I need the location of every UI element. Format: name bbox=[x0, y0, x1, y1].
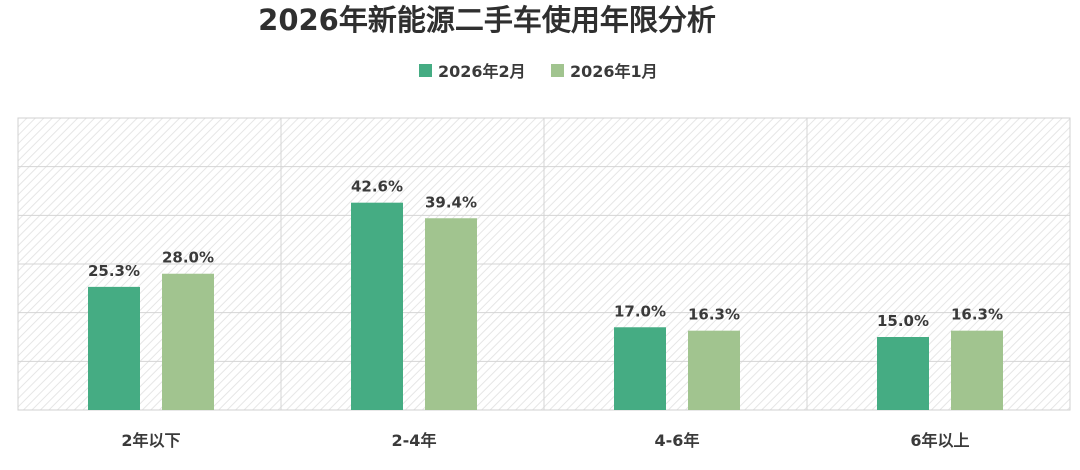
data-label-series-2-3: 16.3% bbox=[688, 306, 740, 324]
data-label-series-1-4: 15.0% bbox=[877, 312, 929, 330]
bar-series-2-1[interactable] bbox=[162, 273, 214, 410]
bar-series-1-3[interactable] bbox=[614, 327, 666, 410]
data-label-series-2-1: 28.0% bbox=[162, 249, 214, 267]
data-label-series-1-2: 42.6% bbox=[351, 178, 403, 196]
data-label-series-1-1: 25.3% bbox=[88, 262, 140, 280]
data-label-series-2-4: 16.3% bbox=[951, 306, 1003, 324]
legend-item-series-2[interactable]: 2026年1月 bbox=[551, 62, 658, 81]
x-axis-tick-labels: 2年以下 2-4年 4-6年 6年以上 bbox=[121, 431, 969, 450]
x-tick-label-3: 4-6年 bbox=[655, 431, 700, 450]
x-tick-label-2: 2-4年 bbox=[392, 431, 437, 450]
x-tick-label-1: 2年以下 bbox=[121, 431, 180, 450]
bar-series-1-2[interactable] bbox=[351, 202, 403, 410]
legend-swatch-series-2 bbox=[551, 64, 564, 77]
bar-series-2-2[interactable] bbox=[425, 218, 477, 410]
chart-title: 2026年新能源二手车使用年限分析 bbox=[258, 3, 716, 37]
legend-label-series-2: 2026年1月 bbox=[570, 62, 658, 81]
data-labels: 25.3% 28.0% 42.6% 39.4% 17.0% 16.3% 15.0% 16.3% bbox=[88, 178, 1003, 330]
bars bbox=[88, 202, 1003, 410]
legend-item-series-1[interactable]: 2026年2月 bbox=[419, 62, 526, 81]
bar-series-2-4[interactable] bbox=[951, 330, 1003, 410]
bar-series-1-1[interactable] bbox=[88, 286, 140, 410]
x-tick-label-4: 6年以上 bbox=[910, 431, 969, 450]
data-label-series-2-2: 39.4% bbox=[425, 193, 477, 211]
bar-series-1-4[interactable] bbox=[877, 337, 929, 410]
bar-series-2-3[interactable] bbox=[688, 330, 740, 410]
legend: 2026年2月 2026年1月 bbox=[419, 62, 658, 81]
legend-swatch-series-1 bbox=[419, 64, 432, 77]
legend-label-series-1: 2026年2月 bbox=[438, 62, 526, 81]
data-label-series-1-3: 17.0% bbox=[614, 302, 666, 320]
